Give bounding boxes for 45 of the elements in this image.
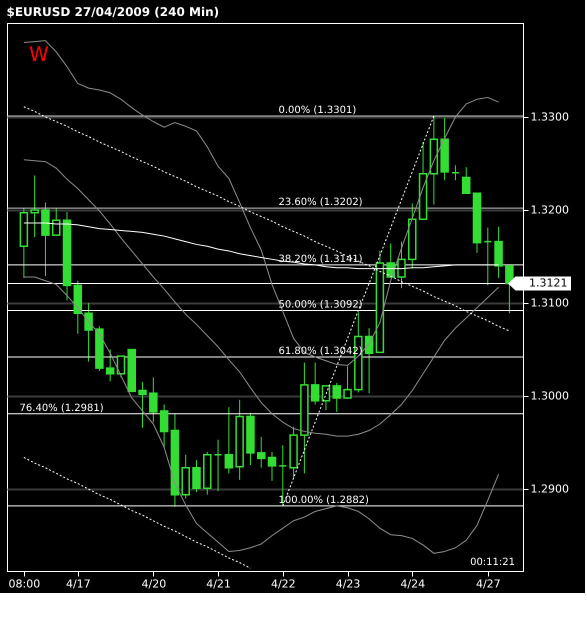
candlestick: [462, 166, 470, 194]
candlestick: [84, 302, 93, 362]
x-tick-label: 4/22: [270, 578, 296, 590]
candlestick: [214, 439, 222, 492]
candlestick: [224, 406, 234, 474]
x-tick-label: 4/27: [476, 578, 501, 590]
candlestick: [149, 376, 158, 423]
x-tick-label: 4/24: [400, 578, 426, 590]
candlestick: [364, 328, 374, 394]
y-tick-label: 1.3000: [530, 390, 569, 403]
candlestick: [451, 164, 460, 181]
y-tick-label: 1.3100: [530, 296, 569, 310]
x-tick-label: 4/23: [336, 578, 360, 590]
x-tick-label: 4/17: [66, 578, 91, 590]
line-series: [23, 40, 500, 366]
candlestick: [505, 265, 514, 314]
y-tick-label: 1.3200: [530, 204, 569, 217]
ref-line-label: 23.60% (1.3202): [278, 197, 363, 208]
text: 1.3121: [529, 276, 568, 290]
candlestick: [322, 385, 330, 411]
annotation: 00:11:21: [470, 557, 515, 568]
ref-line-label: 0.00% (1.3301): [278, 105, 356, 116]
y-tick-label: 1.2900: [530, 482, 569, 496]
candlestick: [268, 451, 276, 482]
candlestick: [138, 382, 147, 428]
ref-line-label: 76.40% (1.2981): [20, 402, 104, 414]
candlestick: [332, 382, 341, 412]
candlestick: [397, 241, 406, 289]
ref-line-label: 50.00% (1.3092): [278, 299, 363, 310]
candlestick: [52, 208, 60, 237]
chart-title: $EURUSD 27/04/2009 (240 Min): [6, 5, 220, 19]
annotation: W: [29, 42, 49, 66]
candlestick: [160, 404, 168, 448]
candlestick: [192, 460, 201, 492]
candlestick: [310, 362, 320, 405]
candlestick: [106, 349, 114, 382]
x-tick-label: 4/21: [206, 578, 231, 590]
y-tick-label: 1.3300: [530, 110, 569, 124]
candlestick: [484, 227, 492, 286]
candlestick: [256, 436, 266, 468]
candlestick: [116, 355, 126, 378]
candlestick: [30, 175, 39, 238]
x-tick-label: 08:00: [8, 578, 40, 590]
candlestick: [343, 366, 352, 400]
x-tick-label: 4/20: [141, 578, 166, 590]
